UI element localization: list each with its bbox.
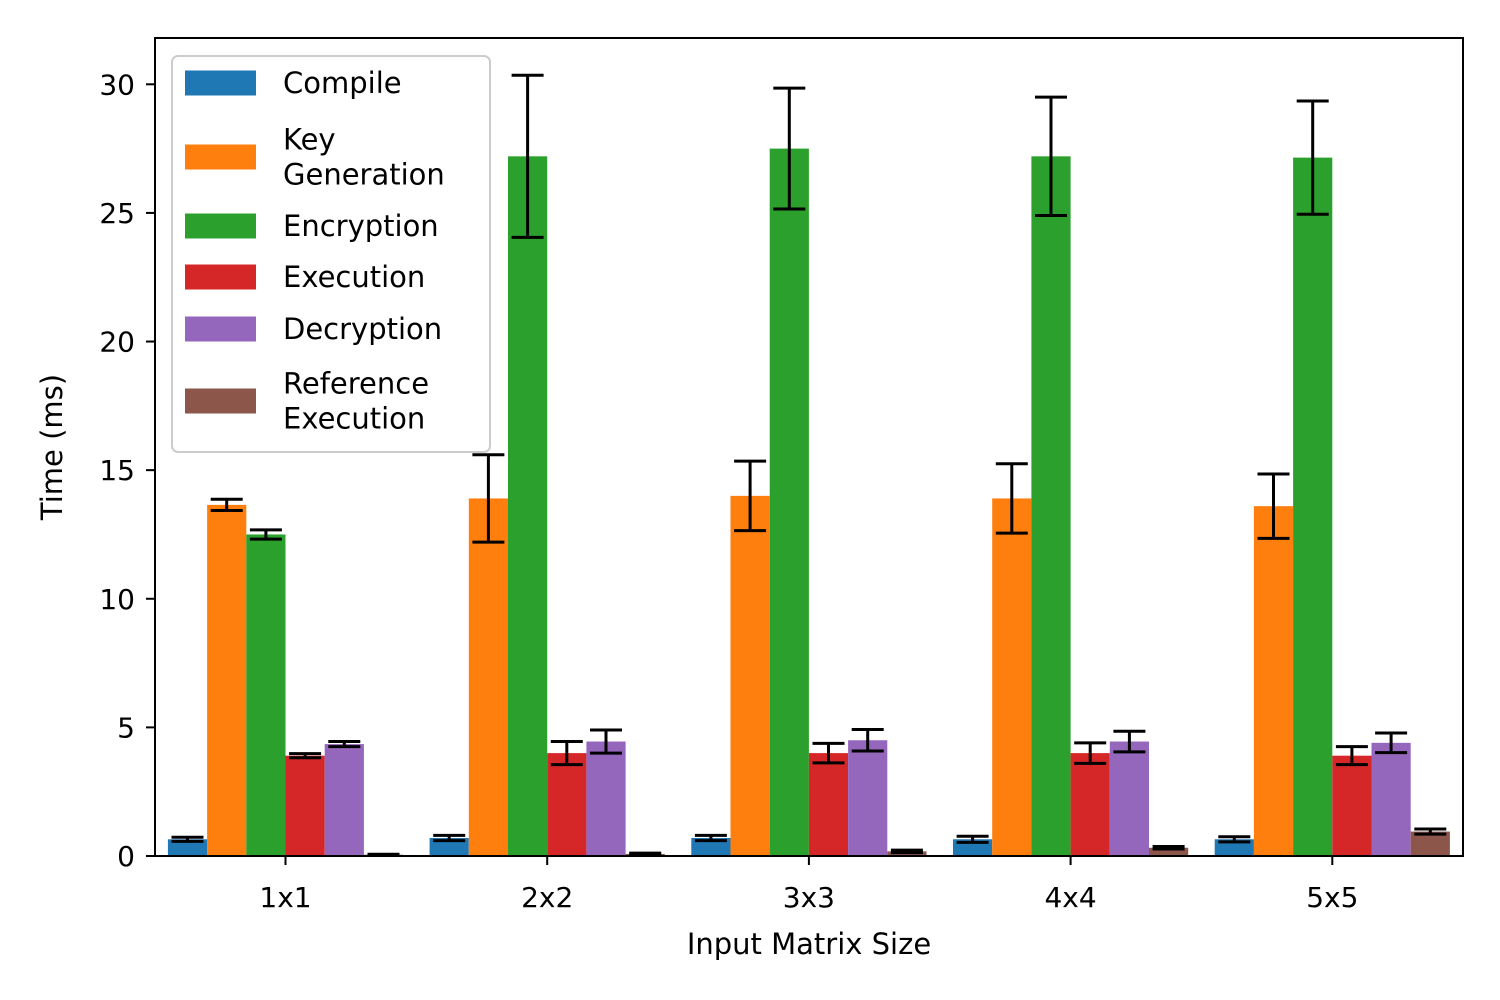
errorbar-encryption-5x5 bbox=[1296, 99, 1329, 216]
errorbar-decryption-1x1 bbox=[328, 740, 361, 749]
errorbar-compile-3x3 bbox=[694, 833, 727, 843]
legend-label-encryption-line-0: Encryption bbox=[283, 209, 439, 243]
errorbar-key-generation-2x2 bbox=[472, 453, 505, 544]
errorbar-reference-execution-3x3 bbox=[890, 848, 923, 855]
bar-key-generation-1x1 bbox=[207, 504, 247, 856]
y-tick-label-0: 0 bbox=[117, 840, 135, 873]
errorbar-key-generation-3x3 bbox=[734, 459, 767, 533]
y-tick-label-15: 15 bbox=[99, 454, 135, 487]
bar-key-generation-5x5 bbox=[1253, 506, 1294, 856]
errorbar-compile-2x2 bbox=[433, 833, 466, 843]
bar-compile-5x5 bbox=[1214, 839, 1254, 856]
legend-label-reference-execution-line-1: Execution bbox=[283, 402, 425, 436]
bar-decryption-3x3 bbox=[848, 740, 888, 856]
bar-decryption-5x5 bbox=[1371, 742, 1411, 856]
bar-reference-execution-4x4 bbox=[1149, 847, 1189, 856]
errorbar-decryption-2x2 bbox=[590, 728, 622, 755]
x-axis: 1x1 2x2 3x3 4x4 5x5 bbox=[259, 856, 1358, 914]
x-tick-label-2x2: 2x2 bbox=[521, 881, 573, 914]
bar-decryption-4x4 bbox=[1109, 741, 1149, 856]
x-tick-label-5x5: 5x5 bbox=[1306, 881, 1358, 914]
y-axis: 0 5 10 15 20 25 30 bbox=[99, 68, 155, 873]
y-tick-label-5: 5 bbox=[117, 711, 135, 744]
legend-item-compile: Compile bbox=[185, 66, 402, 100]
bar-execution-5x5 bbox=[1332, 755, 1372, 856]
errorbar-decryption-5x5 bbox=[1375, 731, 1408, 755]
errorbar-reference-execution-4x4 bbox=[1152, 844, 1185, 851]
legend-label-key-generation-line-0: Key bbox=[283, 123, 336, 157]
errorbar-execution-5x5 bbox=[1335, 745, 1368, 767]
legend-swatch-execution bbox=[185, 264, 256, 290]
errorbar-encryption-3x3 bbox=[773, 86, 806, 211]
y-tick-label-10: 10 bbox=[99, 583, 135, 616]
legend-swatch-compile bbox=[185, 70, 256, 96]
bar-decryption-1x1 bbox=[324, 744, 364, 856]
errorbar-compile-5x5 bbox=[1218, 835, 1251, 844]
legend-item-decryption: Decryption bbox=[185, 312, 442, 346]
bar-compile-3x3 bbox=[691, 837, 731, 856]
errorbar-decryption-3x3 bbox=[851, 727, 884, 753]
errorbar-compile-4x4 bbox=[956, 834, 989, 844]
legend-label-decryption-line-0: Decryption bbox=[283, 312, 442, 346]
errorbar-reference-execution-2x2 bbox=[629, 851, 662, 857]
errorbar-key-generation-1x1 bbox=[210, 497, 243, 513]
legend-label-reference-execution-line-0: Reference bbox=[283, 367, 429, 401]
bar-key-generation-4x4 bbox=[992, 498, 1032, 856]
errorbar-key-generation-5x5 bbox=[1257, 472, 1290, 540]
x-tick-label-1x1: 1x1 bbox=[259, 881, 311, 914]
x-tick-label-4x4: 4x4 bbox=[1044, 881, 1096, 914]
errorbar-encryption-1x1 bbox=[249, 528, 282, 541]
bar-encryption-2x2 bbox=[508, 156, 548, 856]
bar-execution-3x3 bbox=[808, 753, 849, 856]
bar-execution-1x1 bbox=[285, 755, 325, 856]
bar-encryption-1x1 bbox=[246, 534, 286, 856]
y-tick-label-30: 30 bbox=[99, 68, 135, 101]
errorbar-execution-3x3 bbox=[812, 741, 845, 765]
x-axis-label: Input Matrix Size bbox=[687, 927, 931, 961]
errorbar-encryption-2x2 bbox=[511, 73, 544, 239]
bar-encryption-5x5 bbox=[1293, 157, 1333, 857]
bar-key-generation-3x3 bbox=[730, 495, 770, 856]
errorbar-decryption-4x4 bbox=[1113, 729, 1146, 754]
errorbar-encryption-4x4 bbox=[1035, 95, 1067, 217]
bar-compile-1x1 bbox=[167, 839, 208, 856]
bar-execution-2x2 bbox=[547, 753, 587, 856]
legend-label-execution-line-0: Execution bbox=[283, 260, 425, 294]
y-axis-label: Time (ms) bbox=[35, 374, 69, 521]
legend-item-execution: Execution bbox=[185, 260, 425, 294]
bar-encryption-3x3 bbox=[769, 148, 809, 857]
legend-label-compile-line-0: Compile bbox=[283, 66, 402, 100]
errorbar-execution-2x2 bbox=[550, 740, 583, 767]
legend-item-encryption: Encryption bbox=[185, 209, 439, 243]
bar-compile-2x2 bbox=[429, 837, 469, 856]
errorbar-execution-4x4 bbox=[1074, 741, 1107, 765]
legend-swatch-decryption bbox=[185, 316, 256, 342]
bar-decryption-2x2 bbox=[586, 741, 626, 856]
errorbar-execution-1x1 bbox=[289, 752, 322, 760]
y-tick-label-25: 25 bbox=[99, 197, 135, 230]
errorbar-key-generation-4x4 bbox=[995, 462, 1028, 535]
legend-swatch-encryption bbox=[185, 213, 256, 239]
bar-key-generation-2x2 bbox=[468, 498, 508, 856]
bars-layer bbox=[167, 148, 1450, 857]
bar-encryption-4x4 bbox=[1031, 156, 1071, 856]
x-tick-label-3x3: 3x3 bbox=[783, 881, 835, 914]
errorbars-layer bbox=[171, 73, 1447, 857]
errorbar-compile-1x1 bbox=[171, 835, 204, 843]
errorbar-reference-execution-5x5 bbox=[1414, 827, 1447, 836]
legend-label-key-generation-line-1: Generation bbox=[283, 158, 445, 192]
legend-swatch-key-generation bbox=[185, 144, 256, 170]
legend-swatch-reference-execution bbox=[185, 388, 256, 414]
bar-execution-4x4 bbox=[1070, 753, 1110, 856]
y-tick-label-20: 20 bbox=[99, 326, 135, 359]
